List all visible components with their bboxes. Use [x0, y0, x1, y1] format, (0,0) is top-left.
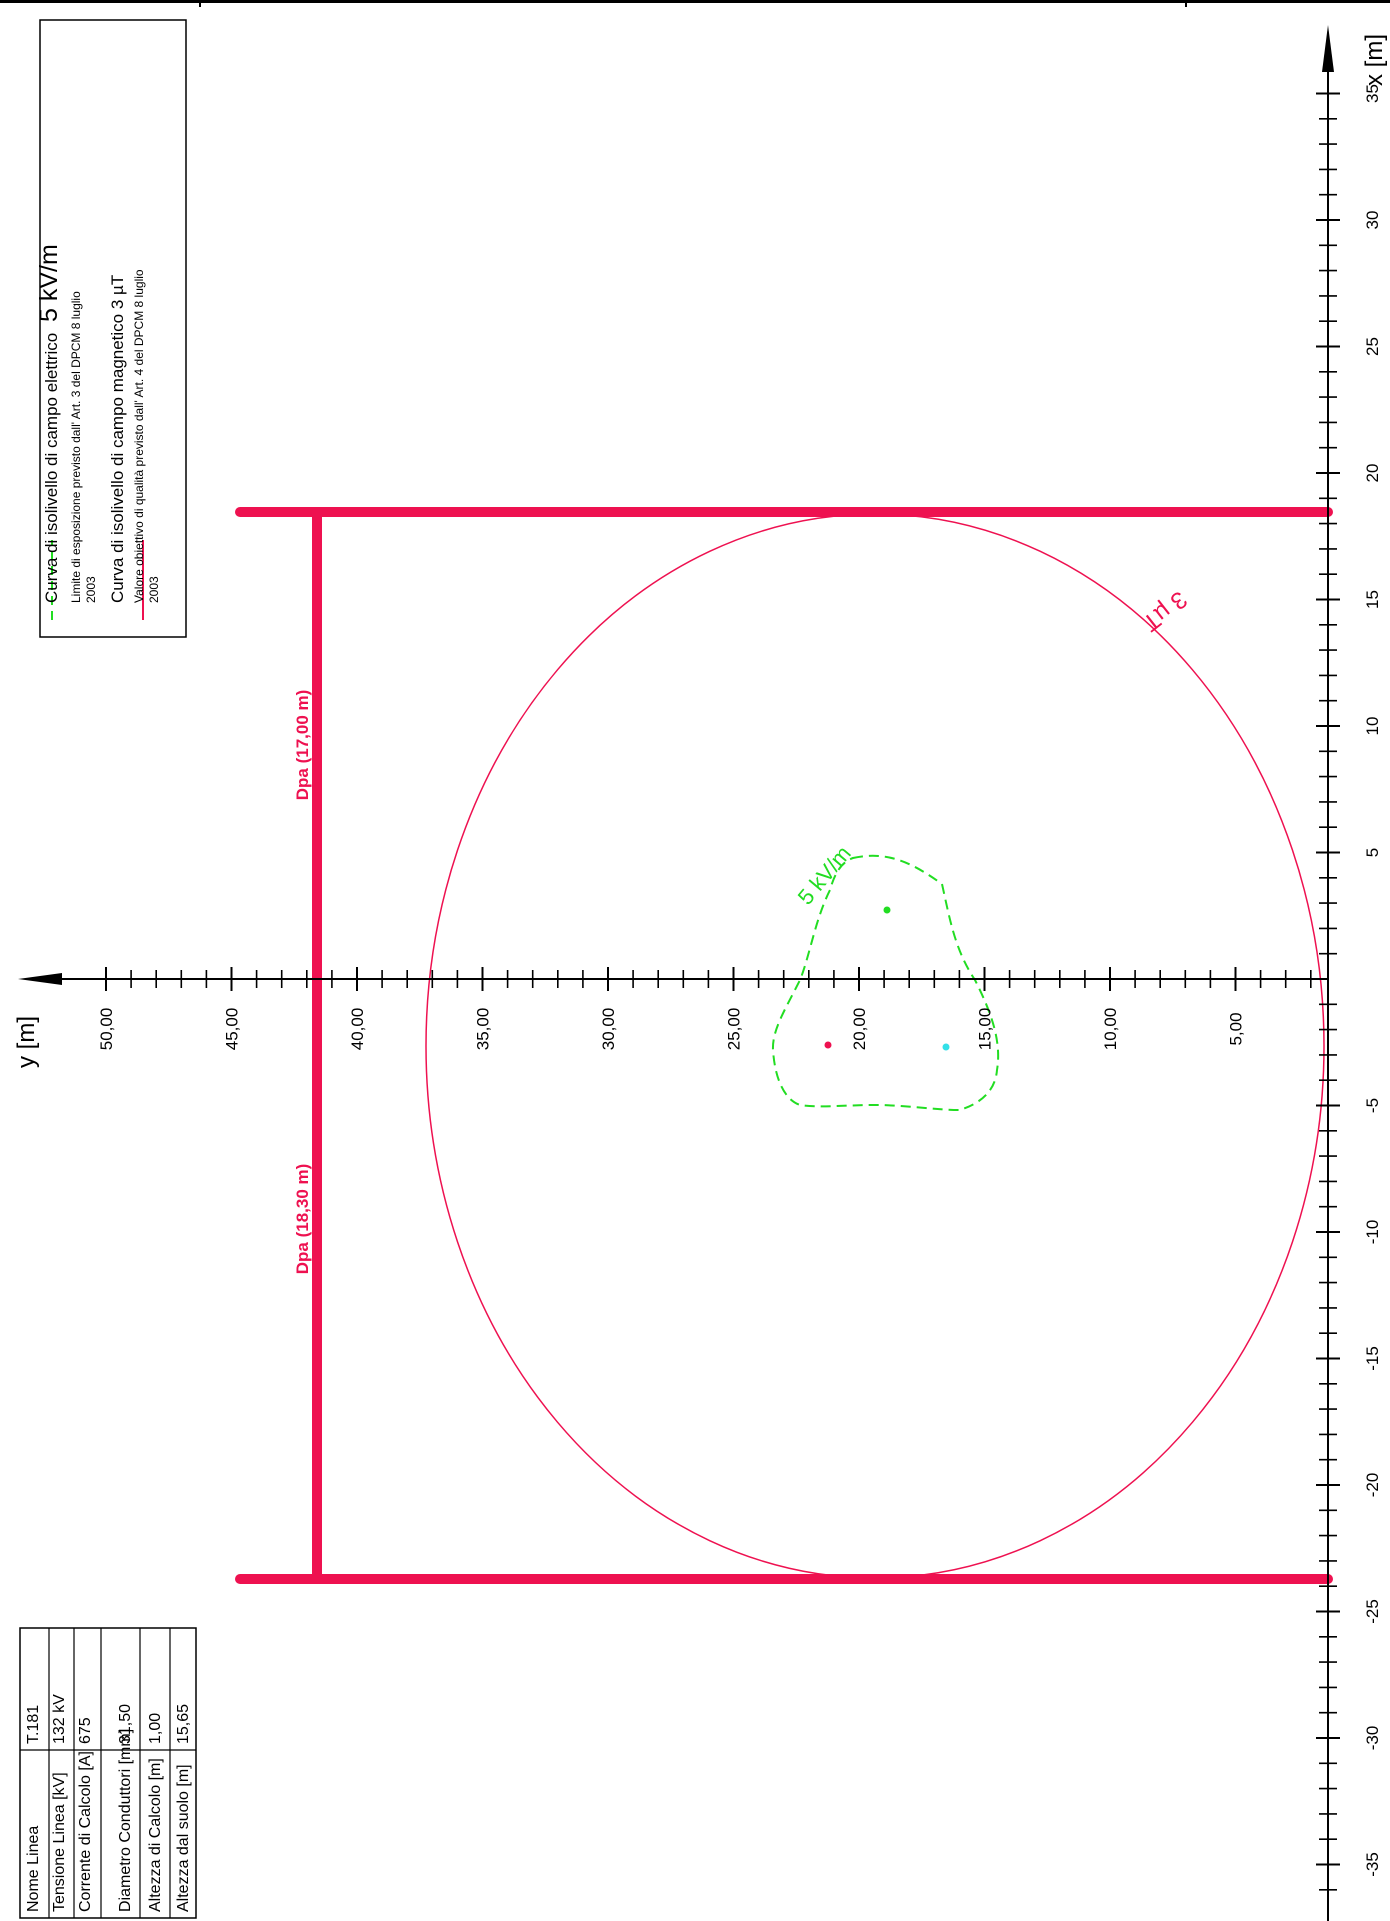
- legend-magnetic-note-2: 2003: [147, 576, 161, 603]
- page-frame: [0, 0, 1390, 7]
- x-axis-tick-label: -20: [1363, 1473, 1382, 1498]
- conductor-point-cyan: [942, 1043, 950, 1051]
- table-label-cell: Nome Linea: [25, 1826, 42, 1912]
- table-label-cell: Altezza di Calcolo [m]: [147, 1758, 164, 1912]
- y-axis-tick-label: 20,00: [850, 1008, 869, 1051]
- table-label-cell: Diametro Conduttori [mm]: [117, 1729, 134, 1912]
- y-axis-tick-label: 50,00: [97, 1008, 116, 1051]
- x-axis-tick-label: -10: [1363, 1220, 1382, 1245]
- legend-electric-note-2: 2003: [84, 576, 98, 603]
- table-value-cell: 1,00: [147, 1713, 164, 1744]
- x-axis-tick-label: 15: [1363, 590, 1382, 609]
- x-axis-tick-label: 10: [1363, 717, 1382, 736]
- y-axis-tick-label: 30,00: [599, 1008, 618, 1051]
- legend-electric-title: Curva di isolivello di campo elettrico 5…: [35, 244, 63, 603]
- legend-magnetic-note-1: Valore obiettivo di qualità previsto dal…: [132, 269, 146, 603]
- x-axis-tick-label: -15: [1363, 1346, 1382, 1371]
- y-axis-tick-label: 15,00: [976, 1008, 995, 1051]
- y-axis-tick-label: 45,00: [223, 1008, 242, 1051]
- y-axis-tick-label: 25,00: [725, 1008, 744, 1051]
- x-axis-tick-label: 20: [1363, 464, 1382, 483]
- x-axis-tick-label: 35: [1363, 84, 1382, 103]
- legend: Curva di isolivello di campo elettrico 5…: [35, 19, 187, 638]
- legend-frame: [39, 19, 187, 638]
- dpa-upper-label: Dpa (17,00 m): [293, 690, 312, 801]
- x-axis-label: x [m]: [1361, 34, 1388, 86]
- x-axis: x [m]: [1316, 25, 1388, 1921]
- magnetic-curve-label: 3 µT: [1137, 585, 1192, 636]
- table-grid: [20, 1628, 196, 1918]
- y-axis-tick-label: 40,00: [348, 1008, 367, 1051]
- table-value-cell: 31,50: [117, 1704, 134, 1744]
- line-parameters-table: Nome Linea T.181 Tensione Linea [kV] 132 kV…: [19, 1627, 197, 1919]
- y-axis-major-ticks: [105, 967, 1237, 991]
- x-axis-major-ticks: [1316, 92, 1340, 1866]
- x-axis-tick-labels: 35 30 25 20 15 10 5 -5 -10 -15 -20 -25 -30 -35: [1363, 84, 1382, 1877]
- y-axis: y [m]: [13, 967, 1328, 1068]
- x-axis-tick-label: -25: [1363, 1599, 1382, 1624]
- table-value-cell: 15,65: [175, 1704, 192, 1744]
- y-axis-tick-labels: 50,00 45,00 40,00 35,00 30,00 25,00 20,00 15,00…: [97, 1008, 1246, 1051]
- dpa-boundaries: [235, 507, 1333, 1584]
- table-cells: Nome Linea T.181 Tensione Linea [kV] 132 kV…: [25, 1694, 192, 1912]
- x-axis-tick-label: 25: [1363, 337, 1382, 356]
- legend-magnetic-title: Curva di isolivello di campo magnetico 3…: [108, 275, 127, 603]
- conductor-point-red: [824, 1041, 832, 1049]
- x-axis-tick-label: 5: [1363, 848, 1382, 857]
- table-value-cell: 132 kV: [51, 1694, 68, 1744]
- table-label-cell: Corrente di Calcolo [A]: [77, 1751, 94, 1912]
- y-axis-tick-label: 5,00: [1227, 1012, 1246, 1045]
- legend-electric-note-1: Limite di esposizione previsto dall' Art…: [69, 291, 83, 603]
- table-label-cell: Altezza dal suolo [m]: [175, 1764, 192, 1912]
- y-axis-minor-ticks: [130, 970, 1312, 988]
- x-axis-minor-ticks: [1319, 118, 1337, 1891]
- x-axis-arrow: [1322, 25, 1334, 72]
- x-axis-tick-label: -5: [1363, 1098, 1382, 1113]
- magnetic-isocurve-3ut: [425, 513, 1325, 1579]
- x-axis-tick-label: 30: [1363, 211, 1382, 230]
- y-axis-tick-label: 35,00: [474, 1008, 493, 1051]
- electric-curve-label: 5 kV/m: [793, 841, 856, 910]
- y-axis-arrow: [18, 973, 62, 985]
- dpa-lower-label: Dpa (18,30 m): [293, 1164, 312, 1275]
- table-label-cell: Tensione Linea [kV]: [51, 1772, 68, 1912]
- electric-isocurve-5kvm: [771, 854, 1000, 1112]
- table-value-cell: 675: [77, 1717, 94, 1744]
- conductor-point-green: [883, 906, 891, 914]
- x-axis-tick-label: -30: [1363, 1726, 1382, 1751]
- table-value-cell: T.181: [25, 1705, 42, 1744]
- y-axis-label: y [m]: [13, 1016, 40, 1068]
- y-axis-tick-label: 10,00: [1101, 1008, 1120, 1051]
- x-axis-tick-label: -35: [1363, 1852, 1382, 1877]
